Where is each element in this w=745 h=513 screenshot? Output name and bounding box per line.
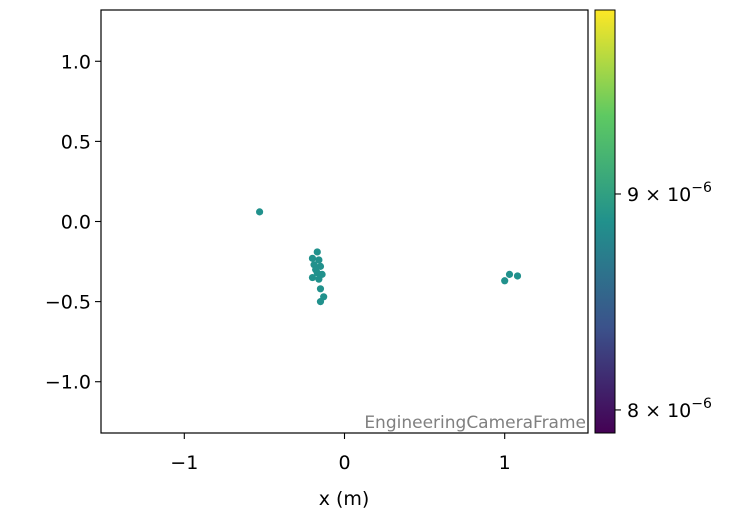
- x-axis-label: x (m): [319, 488, 370, 510]
- data-point: [315, 275, 323, 283]
- data-point: [255, 208, 264, 216]
- data-point: [315, 256, 323, 264]
- plot-frame: [100, 9, 589, 434]
- data-point: [316, 285, 325, 293]
- frame-annotation: EngineeringCameraFrame: [364, 413, 586, 433]
- x-tick-label: 0: [338, 452, 350, 474]
- y-tick-label: −0.5: [45, 292, 91, 314]
- y-tick-label: 0.5: [61, 131, 91, 153]
- y-tick-label: −1.0: [45, 372, 91, 394]
- data-point: [501, 277, 509, 285]
- x-tick-label: −1: [170, 452, 198, 474]
- y-tick-label: 1.0: [61, 51, 91, 73]
- data-point: [313, 248, 321, 256]
- colorbar-gradient: [594, 9, 616, 434]
- points-layer: [255, 208, 522, 306]
- data-point: [308, 254, 317, 262]
- y-axis: 1.0 0.5 0.0 −0.5 −1.0: [45, 51, 101, 394]
- y-tick-label: 0.0: [61, 212, 91, 234]
- colorbar-tick-label: 8 × 10−6: [627, 396, 712, 422]
- data-point: [505, 270, 514, 278]
- x-tick-label: 1: [499, 452, 511, 474]
- data-point: [513, 272, 522, 280]
- x-axis: −1 0 1: [170, 433, 511, 474]
- data-point: [308, 273, 317, 282]
- colorbar-tick-label: 9 × 10−6: [627, 180, 712, 206]
- data-point: [316, 298, 325, 306]
- colorbar: 8 × 10−6 9 × 10−6: [594, 9, 712, 434]
